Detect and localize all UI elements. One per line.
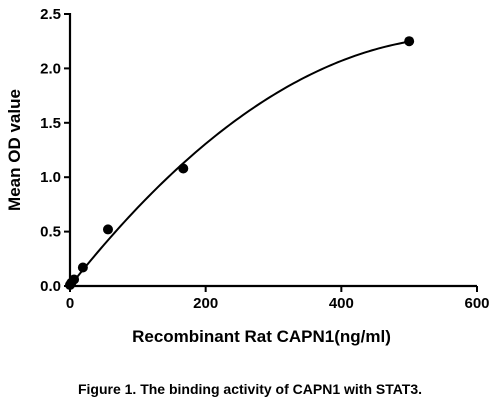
x-axis-ticks: 0 200 400 600 [66, 286, 490, 312]
y-tick-label: 2.5 [40, 6, 61, 23]
data-point [69, 274, 80, 285]
data-point [178, 163, 189, 174]
data-point [404, 36, 415, 47]
plot-area [65, 36, 415, 290]
x-axis-title: Recombinant Rat CAPN1(ng/ml) [132, 327, 391, 346]
y-tick-label: 0.0 [40, 278, 61, 295]
data-point [77, 262, 88, 273]
fit-curve [69, 40, 410, 287]
x-tick-label: 200 [193, 295, 218, 312]
figure-caption: Figure 1. The binding activity of CAPN1 … [78, 381, 422, 397]
y-tick-label: 1.0 [40, 169, 61, 186]
x-tick-label: 400 [329, 295, 354, 312]
y-tick-label: 1.5 [40, 115, 61, 132]
y-tick-label: 2.0 [40, 60, 61, 77]
data-points [65, 36, 415, 290]
y-axis-ticks: 0.0 0.5 1.0 1.5 2.0 2.5 [40, 6, 70, 295]
x-tick-label: 600 [464, 295, 489, 312]
y-tick-label: 0.5 [40, 224, 61, 241]
data-point [102, 224, 113, 235]
x-tick-label: 0 [66, 295, 74, 312]
y-axis-title: Mean OD value [5, 89, 24, 211]
